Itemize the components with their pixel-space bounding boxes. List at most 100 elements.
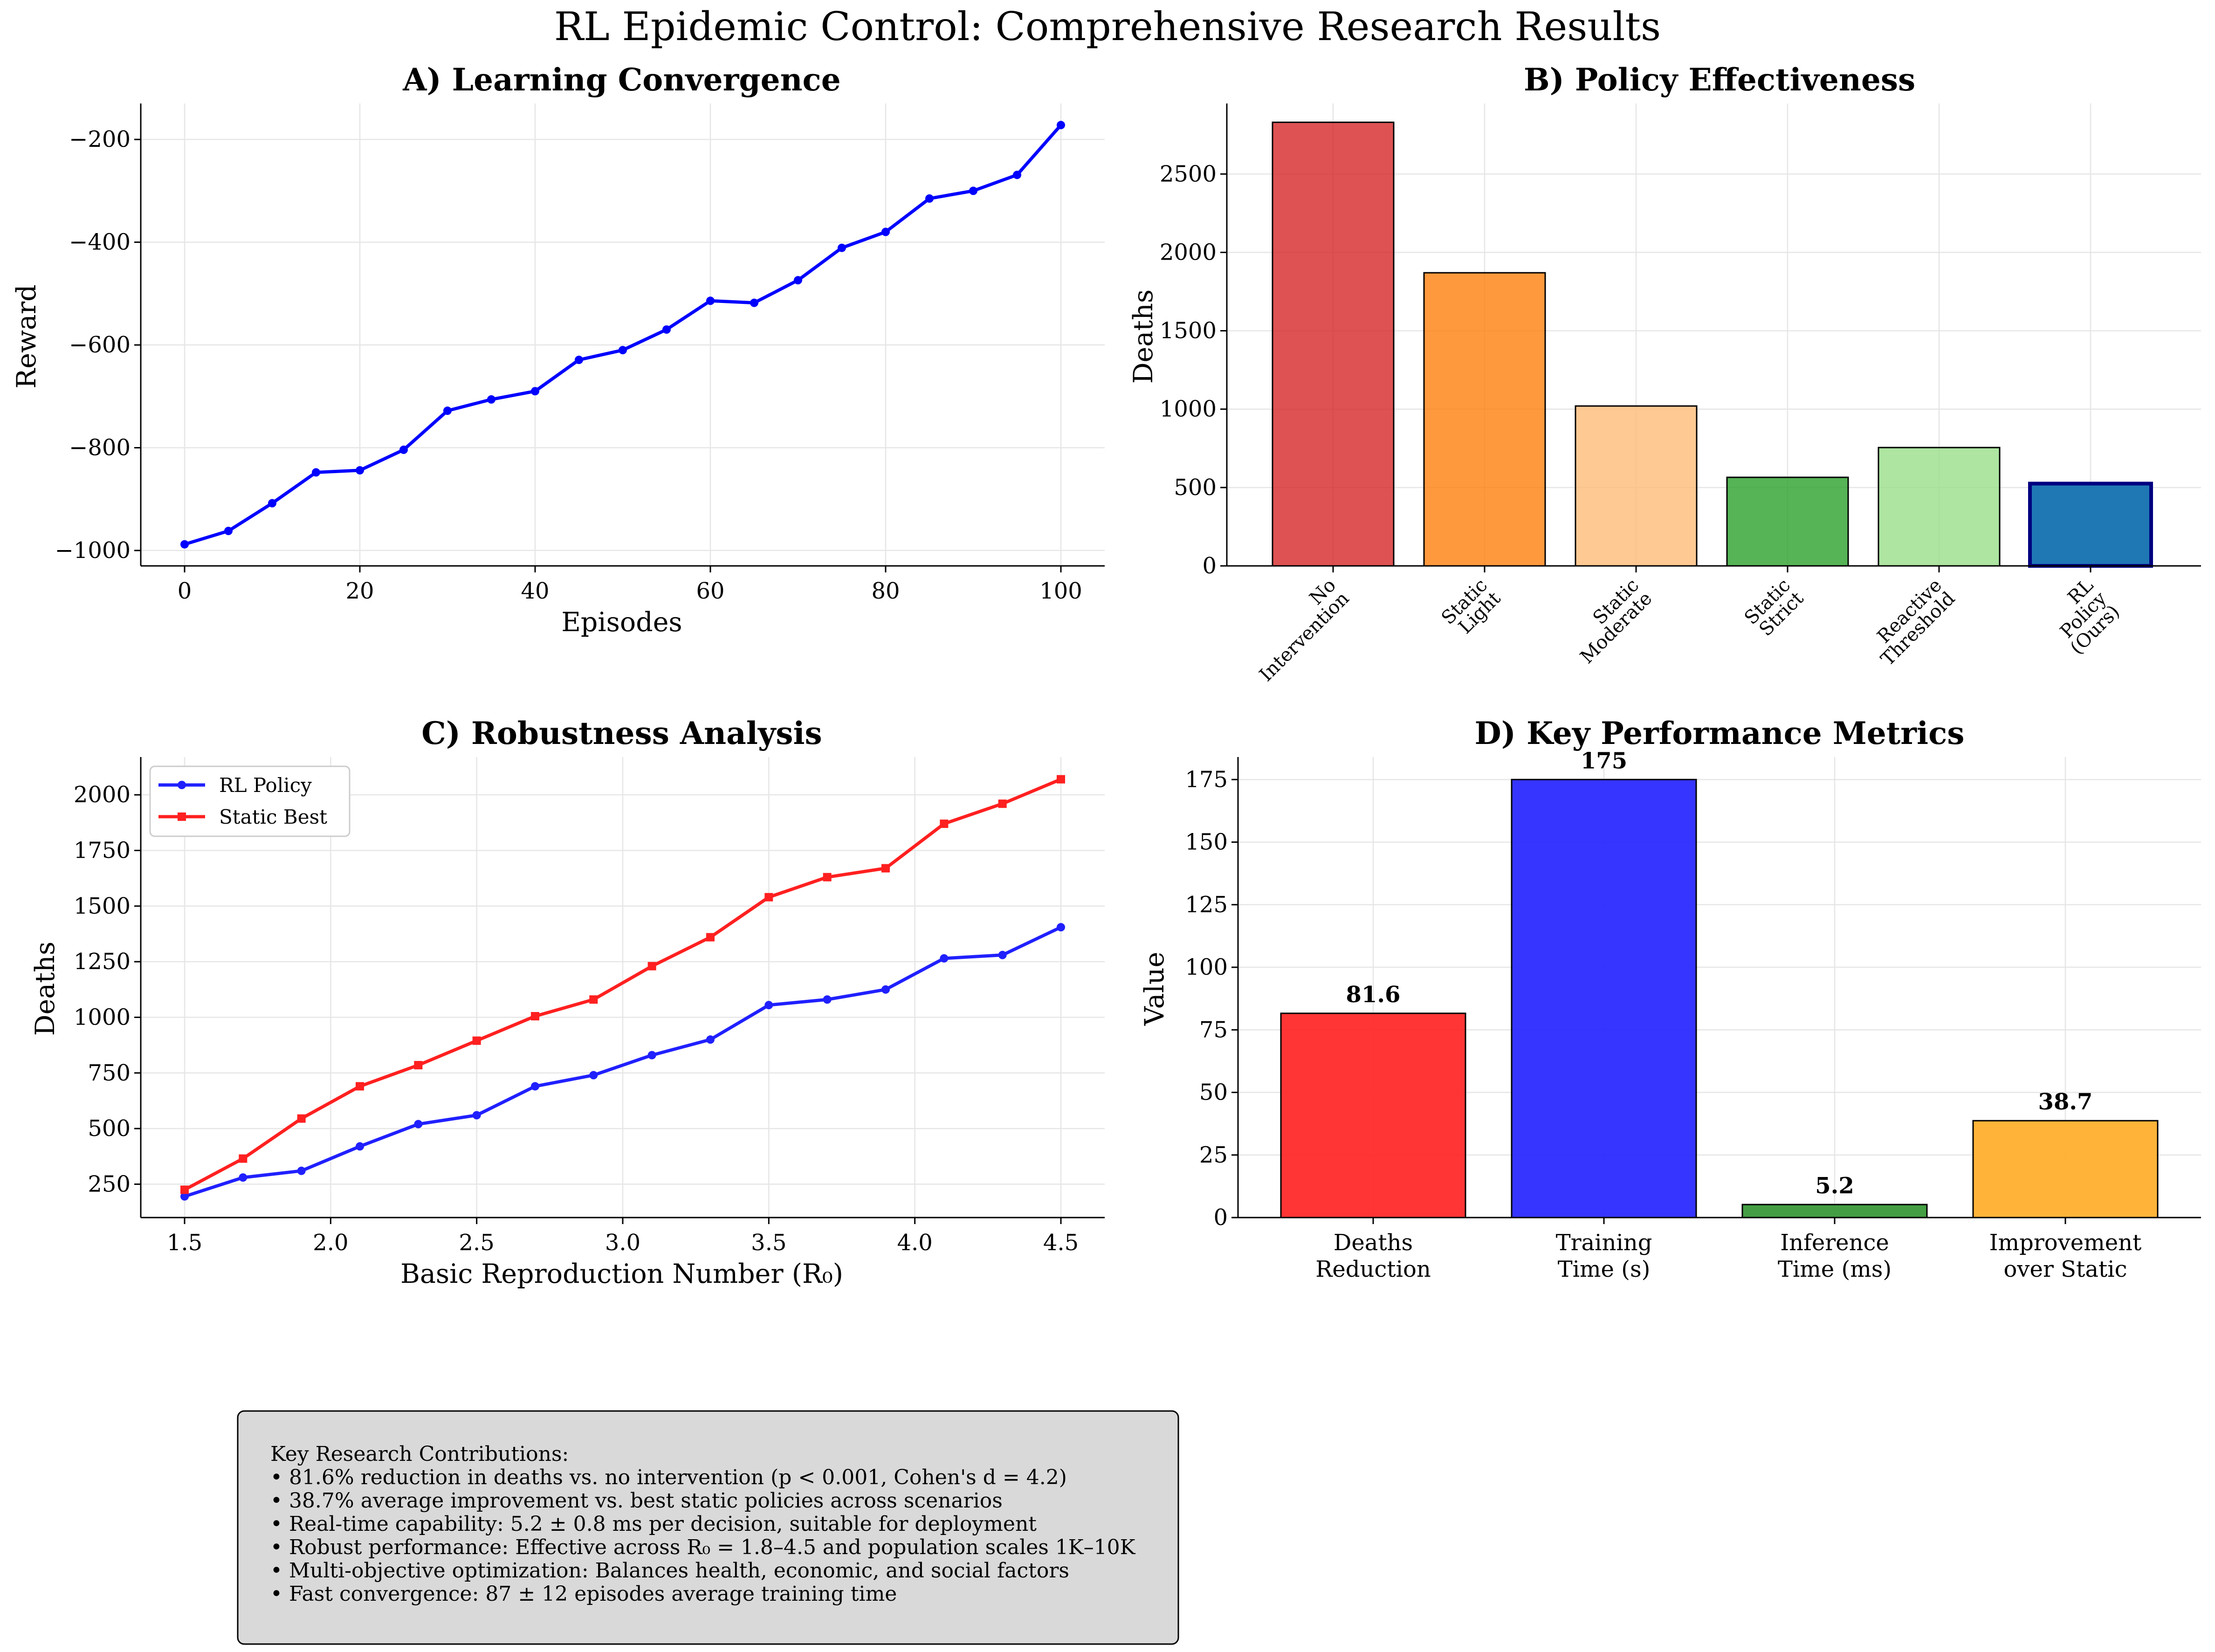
- panel-b-tick-label-y: 0: [1202, 553, 1217, 579]
- contribution-line: • Fast convergence: 87 ± 12 episodes ave…: [270, 1582, 897, 1606]
- policy-bar: [1272, 121, 1395, 567]
- static-best-point: [647, 962, 656, 971]
- panel-c-tick-label-y: 250: [88, 1171, 131, 1197]
- static-best-point: [823, 873, 832, 881]
- rl-policy-point: [647, 1051, 656, 1060]
- rl-policy-point: [940, 954, 949, 963]
- panel-a-tick-label-y: −400: [69, 229, 131, 255]
- reward-point: [312, 468, 320, 477]
- panel-c-legend: RL Policy Static Best: [149, 765, 351, 837]
- panel-learning-convergence: A) Learning Convergence Episodes Reward …: [11, 62, 1105, 638]
- panel-a-tick-label-x: 0: [178, 578, 192, 604]
- panel-d-tick-label-y: 100: [1185, 954, 1228, 980]
- panel-c-tick-label-x: 4.0: [897, 1230, 932, 1256]
- panel-c-tick-label-y: 2000: [74, 782, 131, 808]
- contribution-line: • Robust performance: Effective across R…: [270, 1535, 1136, 1559]
- reward-point: [356, 466, 364, 475]
- metric-category-label: Training Time (s): [1556, 1230, 1652, 1282]
- metric-category-label-line: Inference: [1780, 1230, 1889, 1256]
- panel-d-title: D) Key Performance Metrics: [1475, 715, 1965, 751]
- panel-c-ylabel: Deaths: [30, 942, 61, 1036]
- panel-d-tick-label-y: 25: [1199, 1142, 1228, 1168]
- panel-b-tick-label-y: 500: [1174, 475, 1217, 501]
- static-best-point: [589, 995, 598, 1004]
- static-best-point: [764, 893, 773, 902]
- panel-a-tick-label-y: −600: [69, 332, 131, 358]
- metric-bar: [1511, 778, 1697, 1218]
- static-best-point: [239, 1154, 248, 1163]
- static-best-point: [1057, 775, 1065, 784]
- panel-c-tick-label-x: 2.5: [459, 1230, 494, 1256]
- panel-a-tick-label-y: −200: [69, 126, 131, 152]
- policy-bar: [1878, 447, 2001, 567]
- panel-a-tick-label-x: 20: [345, 578, 374, 604]
- reward-point: [180, 540, 189, 549]
- research-contributions-box: Key Research Contributions: • 81.6% redu…: [237, 1410, 1179, 1645]
- panel-key-performance-metrics: D) Key Performance Metrics Value 0 25 50 75…: [1139, 715, 2201, 1282]
- metric-category-label: Deaths Reduction: [1315, 1230, 1431, 1282]
- panel-c-title: C) Robustness Analysis: [421, 715, 822, 751]
- policy-bar: [1423, 272, 1546, 567]
- panel-c-xlabel: Basic Reproduction Number (R₀): [400, 1259, 843, 1289]
- panel-d-tick-label-y: 150: [1185, 829, 1228, 855]
- contribution-line: • 38.7% average improvement vs. best sta…: [270, 1489, 1003, 1513]
- policy-bar: [1726, 476, 1849, 567]
- rl-policy-point: [881, 985, 890, 994]
- reward-point: [1057, 121, 1065, 130]
- static-best-point: [531, 1012, 539, 1021]
- rl-policy-legend-label: RL Policy: [219, 774, 312, 797]
- panel-d-tick-label-y: 125: [1185, 892, 1228, 918]
- metric-value-label: 5.2: [1815, 1173, 1854, 1199]
- metric-category-label-line: Deaths: [1334, 1230, 1413, 1256]
- panel-d-ylabel: Value: [1139, 952, 1170, 1026]
- panel-b-tick-label-y: 1500: [1160, 318, 1217, 344]
- metric-category-label-line: Training: [1556, 1230, 1652, 1256]
- reward-point: [575, 356, 583, 365]
- reward-point: [443, 406, 452, 415]
- reward-point: [399, 445, 408, 454]
- rl-policy-point: [589, 1071, 598, 1080]
- panel-a-tick-label-x: 60: [696, 578, 724, 604]
- panel-d-tick-label-y: 75: [1199, 1017, 1228, 1043]
- reward-point: [662, 325, 671, 334]
- panel-b-tick-label-y: 2500: [1160, 161, 1217, 187]
- metric-category-label-line: Reduction: [1315, 1256, 1431, 1282]
- metric-bar: [1280, 1012, 1466, 1218]
- rl-policy-point: [823, 995, 832, 1004]
- rl-policy-point: [706, 1035, 715, 1044]
- reward-point: [531, 387, 539, 396]
- static-best-point: [940, 819, 949, 828]
- reward-point: [487, 395, 495, 404]
- rl-policy-point: [472, 1111, 481, 1120]
- rl-policy-point: [414, 1120, 423, 1129]
- metric-value-label: 81.6: [1346, 982, 1401, 1008]
- static-best-point: [297, 1114, 306, 1123]
- panel-b-tick-label-y: 2000: [1160, 239, 1217, 265]
- rl-policy-point: [998, 950, 1007, 959]
- metric-category-label-line: Time (s): [1558, 1256, 1651, 1282]
- panel-a-tick-label-y: −800: [69, 434, 131, 461]
- panel-b-title: B) Policy Effectiveness: [1524, 62, 1915, 98]
- reward-point: [794, 276, 802, 285]
- panel-c-tick-label-y: 500: [88, 1115, 131, 1142]
- static-best-line: [184, 778, 1062, 1191]
- metric-category-label-line: over Static: [2004, 1256, 2127, 1282]
- rl-policy-point: [297, 1166, 306, 1175]
- rl-policy-point: [356, 1142, 364, 1151]
- panel-c-tick-label-y: 1000: [74, 1004, 131, 1030]
- panel-c-tick-label-y: 1250: [74, 949, 131, 975]
- panel-robustness-analysis: C) Robustness Analysis Basic Reproductio…: [30, 715, 1105, 1289]
- metric-value-label: 175: [1581, 748, 1627, 774]
- static-best-point: [356, 1082, 364, 1091]
- static-best-point: [706, 933, 715, 942]
- figure-title: RL Epidemic Control: Comprehensive Resea…: [554, 4, 1661, 49]
- reward-point: [224, 527, 233, 536]
- panel-c-tick-label-x: 1.5: [167, 1230, 202, 1256]
- metric-category-label: Improvement over Static: [1989, 1230, 2142, 1282]
- rl-policy-line: [184, 925, 1062, 1198]
- panel-a-title: A) Learning Convergence: [402, 62, 840, 98]
- panel-c-tick-label-x: 4.5: [1043, 1230, 1079, 1256]
- rl-policy-point: [764, 1001, 773, 1010]
